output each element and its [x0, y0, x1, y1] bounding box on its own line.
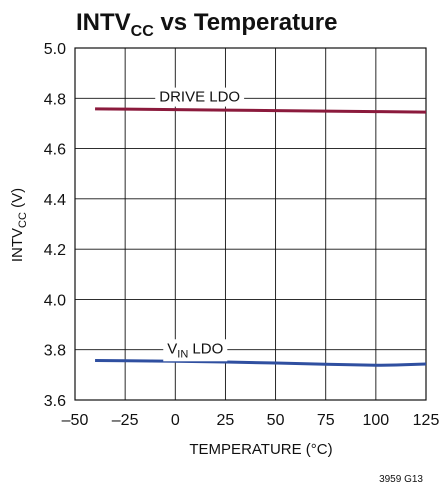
series-label-vin-main: V [167, 340, 177, 357]
x-tick-label: 0 [171, 412, 180, 429]
y-tick-label: 3.6 [44, 393, 66, 410]
y-axis-label-subscript: CC [17, 212, 29, 228]
x-tick-label: 125 [413, 412, 440, 429]
y-tick-label: 5.0 [44, 41, 66, 58]
chart-title-rest: vs Temperature [154, 9, 338, 36]
x-axis-label: TEMPERATURE (°C) [189, 441, 332, 458]
x-tick-label: 50 [267, 412, 285, 429]
series-label-vin-subscript: IN [177, 348, 188, 360]
x-tick-labels: –50 –25 0 25 50 75 100 125 [62, 412, 440, 429]
series-label-drive-ldo: DRIVE LDO [155, 87, 245, 107]
series-line-vin-ldo [95, 359, 427, 367]
y-tick-label: 4.8 [44, 91, 66, 108]
grid-lines [75, 48, 426, 400]
series-label-vin-rest: LDO [188, 340, 223, 357]
x-tick-label: 75 [317, 412, 335, 429]
series-line-drive-ldo [95, 107, 427, 114]
y-tick-label: 4.0 [44, 292, 66, 309]
y-axis-label-rest: (V) [9, 188, 26, 212]
y-tick-label: 3.8 [44, 343, 66, 360]
y-tick-label: 4.6 [44, 142, 66, 159]
series-lines [95, 107, 427, 367]
y-tick-label: 4.4 [44, 192, 66, 209]
y-axis-label-main: INTV [9, 228, 26, 262]
y-tick-label: 4.2 [44, 242, 66, 259]
x-tick-label: 25 [217, 412, 235, 429]
y-axis-label: INTVCC (V) [9, 188, 29, 262]
x-tick-label: –25 [112, 412, 139, 429]
plot-frame [74, 47, 427, 401]
x-tick-label: 100 [363, 412, 390, 429]
figure-code: 3959 G13 [379, 474, 423, 485]
x-tick-label: –50 [62, 412, 89, 429]
series-label-drive-ldo-text: DRIVE LDO [159, 89, 240, 106]
series-label-vin-ldo-text: VIN LDO [167, 340, 223, 360]
series-label-vin-ldo: VIN LDO [163, 339, 228, 362]
chart-title-main: INTV [76, 9, 131, 36]
chart-title: INTVCC vs Temperature [76, 9, 337, 40]
chart-title-subscript: CC [131, 23, 155, 40]
y-tick-labels: 3.6 3.8 4.0 4.2 4.4 4.6 4.8 5.0 [44, 41, 66, 410]
